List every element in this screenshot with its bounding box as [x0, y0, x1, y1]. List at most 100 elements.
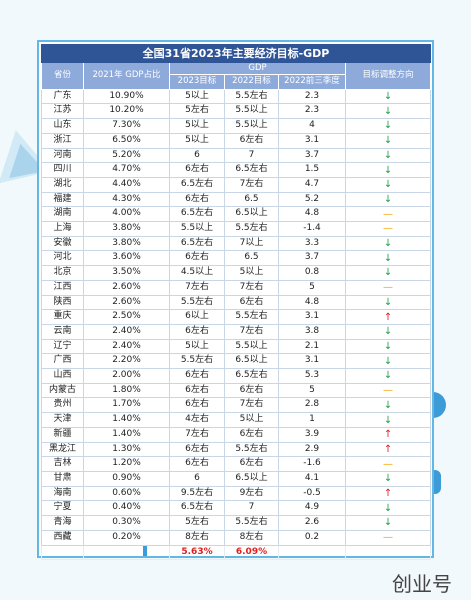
target-2022-cell: 7左右	[224, 176, 279, 193]
table-row: 内蒙古 1.80% 6左右 6左右 5—	[41, 382, 432, 399]
province-cell: 辽宁	[41, 338, 84, 355]
direction-arrow-icon: ↓	[344, 397, 432, 414]
province-cell: 河北	[41, 250, 84, 267]
watermark-text: 创业号	[392, 572, 452, 596]
q3-2022-cell: 0.8	[278, 265, 346, 281]
q3-2022-cell: 2.1	[278, 338, 346, 355]
direction-arrow-icon: ↓	[344, 294, 432, 311]
q3-2022-cell: -0.5	[278, 485, 346, 502]
target-2022-cell: 6.5左右	[224, 162, 279, 178]
province-cell: 江苏	[41, 103, 84, 120]
gdp-share-cell: 10.90%	[83, 88, 170, 105]
direction-arrow-icon: ↓	[344, 338, 432, 355]
direction-arrow-icon: ↓	[344, 103, 432, 120]
province-cell: 重庆	[41, 309, 84, 325]
table-row: 上海 3.80% 5.5以上 5.5左右 -1.4—	[41, 221, 432, 237]
target-2022-cell: 5.5以上	[224, 338, 279, 355]
q3-2022-cell: 3.7	[278, 147, 346, 164]
header-target-2022: 2022目标	[224, 74, 279, 90]
direction-arrow-icon: ↓	[344, 132, 432, 149]
q3-2022-cell: 3.1	[278, 132, 346, 149]
table-row: 河北 3.60% 6左右 6.5 3.7 ↓	[41, 250, 432, 267]
target-2023-cell: 5以上	[169, 88, 225, 105]
q3-2022-cell: 2.8	[278, 397, 346, 414]
target-2022-cell: 7左右	[224, 397, 279, 414]
province-cell: 河南	[41, 147, 84, 164]
province-cell: 北京	[41, 265, 84, 281]
gdp-share-cell: 4.00%	[83, 206, 170, 223]
target-2023-cell: 6左右	[169, 250, 225, 267]
target-2022-cell: 5.5以上	[224, 103, 279, 120]
province-cell: 宁夏	[41, 500, 84, 517]
target-2023-cell: 7左右	[169, 279, 225, 296]
table-row: 安徽 3.80% 6.5左右 7以上 3.3 ↓	[41, 235, 432, 252]
target-2022-cell: 6左右	[224, 426, 279, 443]
target-2023-cell: 8左右	[169, 529, 225, 546]
target-2022-cell: 7	[224, 147, 279, 164]
direction-arrow-icon: —	[344, 382, 432, 399]
summary-marker	[83, 544, 170, 561]
province-cell: 贵州	[41, 397, 84, 414]
direction-arrow-icon: ↓	[344, 235, 432, 252]
target-2023-cell: 5以上	[169, 338, 225, 355]
target-2023-cell: 6左右	[169, 191, 225, 208]
target-2023-cell: 5左右	[169, 103, 225, 120]
target-2023-cell: 5以上	[169, 118, 225, 134]
province-cell: 上海	[41, 221, 84, 237]
province-cell: 天津	[41, 412, 84, 428]
gdp-share-cell: 1.30%	[83, 441, 170, 458]
q3-2022-cell: 3.3	[278, 235, 346, 252]
q3-2022-cell: 3.1	[278, 309, 346, 325]
direction-arrow-icon: ↓	[344, 147, 432, 164]
direction-arrow-icon: ↑	[344, 441, 432, 458]
direction-arrow-icon: ↓	[344, 353, 432, 370]
target-2023-cell: 6	[169, 147, 225, 164]
target-2022-cell: 5以上	[224, 265, 279, 281]
table-row: 贵州 1.70% 6左右 7左右 2.8 ↓	[41, 397, 432, 414]
header-q3-2022: 2022前三季度	[278, 74, 346, 90]
gdp-share-cell: 1.20%	[83, 456, 170, 472]
table-row: 河南 5.20% 6 7 3.7 ↓	[41, 147, 432, 164]
target-2022-cell: 6.5以上	[224, 470, 279, 487]
direction-arrow-icon: ↓	[344, 176, 432, 193]
target-2022-cell: 7左右	[224, 279, 279, 296]
province-cell: 甘肃	[41, 470, 84, 487]
q3-2022-cell: 1.5	[278, 162, 346, 178]
gdp-share-cell: 2.20%	[83, 353, 170, 370]
table-title: 全国31省2023年主要经济目标-GDP	[40, 44, 432, 63]
gdp-share-cell: 10.20%	[83, 103, 170, 120]
target-2022-cell: 5.5以上	[224, 118, 279, 134]
gdp-share-cell: 7.30%	[83, 118, 170, 134]
target-2023-cell: 6	[169, 470, 225, 487]
table-row: 江西 2.60% 7左右 7左右 5—	[41, 279, 432, 296]
header-target-2023: 2023目标	[169, 74, 225, 90]
direction-arrow-icon: ↑	[344, 426, 432, 443]
gdp-share-cell: 3.50%	[83, 265, 170, 281]
target-2022-cell: 5.5左右	[224, 221, 279, 237]
target-2022-cell: 6左右	[224, 132, 279, 149]
gdp-share-cell: 4.70%	[83, 162, 170, 178]
table-row: 辽宁 2.40% 5以上 5.5以上 2.1 ↓	[41, 338, 432, 355]
direction-arrow-icon: —	[344, 529, 432, 546]
target-2022-cell: 5.5左右	[224, 88, 279, 105]
q3-2022-cell: 5.2	[278, 191, 346, 208]
q3-2022-cell: 5	[278, 279, 346, 296]
table-row: 广东 10.90% 5以上 5.5左右 2.3 ↓	[41, 88, 432, 105]
direction-arrow-icon: ↓	[344, 323, 432, 340]
target-2023-cell: 6左右	[169, 441, 225, 458]
target-2022-cell: 6左右	[224, 382, 279, 399]
gdp-share-cell: 5.20%	[83, 147, 170, 164]
direction-arrow-icon: ↓	[344, 162, 432, 178]
target-2022-cell: 6左右	[224, 456, 279, 472]
gdp-share-cell: 2.40%	[83, 323, 170, 340]
direction-arrow-icon: —	[344, 221, 432, 237]
target-2023-cell: 6左右	[169, 382, 225, 399]
table-row: 甘肃 0.90% 6 6.5以上 4.1 ↓	[41, 470, 432, 487]
gdp-share-cell: 2.60%	[83, 279, 170, 296]
q3-2022-cell: 4	[278, 118, 346, 134]
q3-2022-cell: 5.3	[278, 368, 346, 384]
province-cell: 四川	[41, 162, 84, 178]
table-row: 浙江 6.50% 5以上 6左右 3.1 ↓	[41, 132, 432, 149]
target-2023-cell: 6.5左右	[169, 176, 225, 193]
target-2023-cell: 6.5左右	[169, 500, 225, 517]
